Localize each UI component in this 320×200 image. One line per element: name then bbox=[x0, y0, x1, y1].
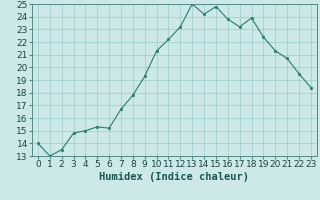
X-axis label: Humidex (Indice chaleur): Humidex (Indice chaleur) bbox=[100, 172, 249, 182]
